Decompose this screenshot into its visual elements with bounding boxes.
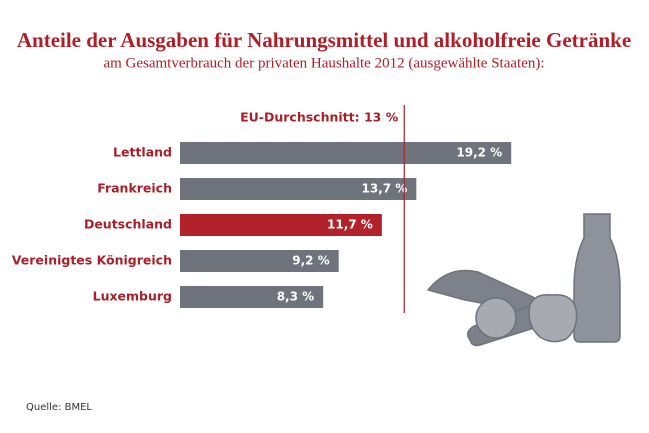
bar xyxy=(180,142,512,164)
reference-label: EU-Durchschnitt: 13 % xyxy=(240,110,399,125)
tomato xyxy=(475,297,517,339)
chart-title: Anteile der Ausgaben für Nahrungsmittel … xyxy=(17,28,631,52)
chart-subtitle: am Gesamtverbrauch der privaten Haushalt… xyxy=(103,55,544,71)
category-label: Frankreich xyxy=(97,181,172,196)
category-label: Lettland xyxy=(113,145,172,160)
category-label: Luxemburg xyxy=(93,289,172,304)
category-label: Vereinigtes Königreich xyxy=(12,253,172,268)
value-label: 9,2 % xyxy=(292,254,329,268)
source: Quelle: BMEL xyxy=(26,402,92,413)
value-label: 11,7 % xyxy=(327,218,373,232)
bar xyxy=(180,214,382,236)
illustration xyxy=(426,213,621,347)
bottle xyxy=(573,213,621,343)
pepper xyxy=(528,293,578,343)
bar xyxy=(180,178,417,200)
bar xyxy=(180,250,339,272)
value-label: 19,2 % xyxy=(456,146,502,160)
category-label: Deutschland xyxy=(84,217,172,232)
value-label: 13,7 % xyxy=(362,182,408,196)
value-label: 8,3 % xyxy=(277,290,314,304)
bar xyxy=(180,286,324,308)
